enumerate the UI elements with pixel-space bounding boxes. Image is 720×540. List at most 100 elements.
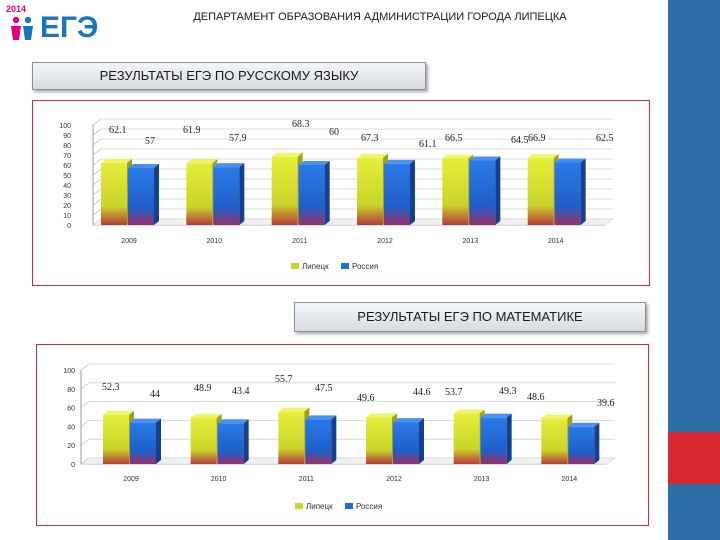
y-tick-label: 60 <box>67 406 75 413</box>
math-chart-frame: 0 20 40 60 80 100 2009 2010 2011 2012 2013 2014 52.3… <box>36 344 649 526</box>
gridline-side <box>92 168 102 176</box>
bar-russia-top <box>213 163 245 168</box>
bar-russia-top <box>305 415 337 420</box>
bar-lipetsk-top <box>357 153 388 158</box>
data-label-russia: 64.5 <box>511 135 529 146</box>
gridline-side <box>80 401 90 408</box>
gridline-side <box>92 188 102 196</box>
russian-chart: 0 10 20 30 40 50 60 70 80 90 100 2009 2010 2011 2012 20… <box>59 118 614 271</box>
decorative-sidebar-accent <box>668 432 720 484</box>
legend-swatch-lipetsk <box>291 263 299 269</box>
gridline-side <box>80 420 90 427</box>
bar-russia <box>554 162 581 225</box>
data-label-lipetsk: 68.3 <box>292 119 310 130</box>
bar-russia-side <box>154 164 159 225</box>
bar-lipetsk-top <box>442 154 474 159</box>
bar-russia-top <box>384 159 415 164</box>
bar-russia <box>393 422 419 464</box>
data-label-russia: 62.5 <box>596 133 614 144</box>
gridline-side <box>92 138 102 146</box>
x-tick-label: 2011 <box>299 476 314 483</box>
bar-lipetsk-top <box>101 158 132 163</box>
data-label-russia: 60 <box>329 127 339 138</box>
bar-russia-side <box>506 413 512 464</box>
y-tick-label: 10 <box>63 213 71 220</box>
legend-label-russia: Россия <box>356 502 382 511</box>
chart-floor <box>80 457 616 465</box>
legend-label-russia: Россия <box>352 262 378 271</box>
bar-russia <box>305 419 332 464</box>
data-label-russia: 49.3 <box>499 386 517 397</box>
bar-lipetsk-top <box>190 414 222 419</box>
y-tick-label: 50 <box>63 173 71 180</box>
data-label-russia: 61.1 <box>419 139 437 150</box>
data-label-lipetsk: 67.3 <box>361 133 379 144</box>
x-tick-label: 2010 <box>211 476 227 483</box>
bar-russia-side <box>324 161 330 225</box>
gridline-side <box>92 148 102 156</box>
data-label-lipetsk: 66.5 <box>445 133 463 144</box>
bar-russia-side <box>410 159 415 225</box>
logo-figures-icon <box>11 16 33 40</box>
bar-lipetsk <box>527 158 554 225</box>
bar-russia-side <box>594 422 600 464</box>
bar-russia-side <box>419 418 424 464</box>
data-label-lipetsk: 61.9 <box>183 125 201 136</box>
russian-chart-frame: 0 10 20 30 40 50 60 70 80 90 100 2009 2010 2011 2012 20… <box>32 100 650 286</box>
data-label-lipetsk: 52.3 <box>102 382 120 393</box>
y-tick-label: 30 <box>63 193 71 200</box>
bar-lipetsk <box>357 157 383 225</box>
y-tick-label: 20 <box>67 443 75 450</box>
bar-lipetsk <box>442 158 469 225</box>
y-tick-label: 0 <box>71 462 75 469</box>
bar-lipetsk <box>101 162 127 225</box>
department-title: ДЕПАРТАМЕНТ ОБРАЗОВАНИЯ АДМИНИСТРАЦИИ ГО… <box>193 11 567 23</box>
y-tick-label: 90 <box>63 133 71 140</box>
bar-russia-top <box>128 164 159 168</box>
bar-russia-side <box>239 163 245 225</box>
data-label-lipetsk: 48.6 <box>527 392 545 403</box>
legend-swatch-russia <box>341 263 349 269</box>
x-tick-label: 2009 <box>121 238 137 245</box>
bar-russia-side <box>331 415 337 464</box>
bar-lipetsk <box>103 414 129 464</box>
data-label-lipetsk: 53.7 <box>445 387 463 398</box>
bar-russia-top <box>469 156 501 161</box>
bar-russia <box>217 423 244 464</box>
y-tick-label: 40 <box>63 183 71 190</box>
bar-russia-top <box>393 418 424 423</box>
gridline-side <box>92 128 102 136</box>
x-tick-label: 2012 <box>377 238 393 245</box>
data-label-russia: 57.9 <box>229 133 247 144</box>
bar-russia-top <box>217 419 249 424</box>
bar-lipetsk-top <box>366 413 397 418</box>
data-label-russia: 44 <box>150 389 160 400</box>
bar-russia <box>469 160 496 225</box>
y-tick-label: 40 <box>67 424 75 431</box>
y-tick-label: 20 <box>63 203 71 210</box>
y-tick-label: 70 <box>63 153 71 160</box>
bar-russia-top <box>298 161 330 165</box>
x-tick-label: 2014 <box>562 476 578 483</box>
bar-russia-top <box>568 422 600 427</box>
x-tick-label: 2013 <box>474 476 490 483</box>
bar-lipetsk-top <box>103 410 134 415</box>
x-tick-label: 2012 <box>386 476 402 483</box>
bar-lipetsk <box>186 163 213 225</box>
bar-russia-side <box>156 418 161 464</box>
bar-lipetsk <box>271 156 298 225</box>
gridline-side <box>80 382 90 390</box>
data-label-lipetsk: 48.9 <box>194 383 212 394</box>
gridline-side <box>80 438 90 446</box>
gridline-side <box>80 363 90 371</box>
gridline-side <box>92 118 102 126</box>
bar-lipetsk-top <box>541 414 573 419</box>
data-label-russia: 39.6 <box>597 398 615 409</box>
logo-text: ЕГЭ <box>40 11 99 44</box>
bar-lipetsk <box>453 413 480 464</box>
bar-lipetsk <box>190 418 217 464</box>
data-label-lipetsk: 66.9 <box>528 133 546 144</box>
bar-russia-top <box>554 158 586 163</box>
bar-lipetsk-top <box>527 154 559 159</box>
bar-russia-top <box>130 418 161 423</box>
